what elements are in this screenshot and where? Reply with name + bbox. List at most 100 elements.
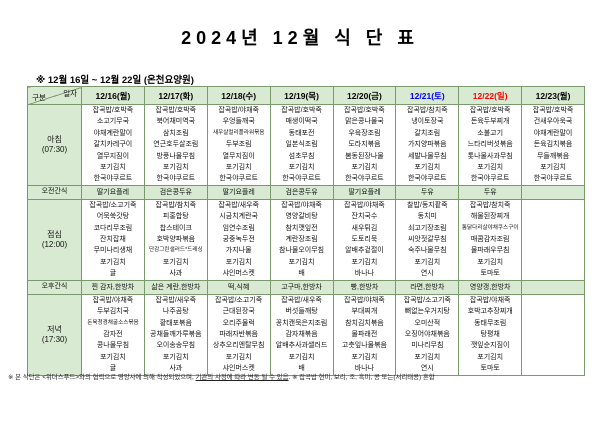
menu-item: 오리주물럭: [222, 319, 255, 327]
menu-item: 잡곡밥/호박죽: [344, 107, 385, 114]
menu-item: 잡곡밥/호박죽: [92, 107, 134, 114]
meal-cell: 잡곡밥/호박죽 소고기무국 야채계란말이 갈치카레구이 열무지짐이 포기김치 한국야쿠르트: [81, 104, 145, 186]
menu-item: 매콤감자조림: [470, 235, 510, 243]
menu-item: 포기김치: [414, 163, 441, 171]
date-header-row: 일자 구분 12/16(월) 12/17(화) 12/18(수) 12/19(목) 12…: [27, 86, 585, 105]
menu-item: 잡곡밥/호박죽: [155, 107, 197, 114]
menu-item: 찹스테이크: [159, 224, 192, 232]
menu-item: 갈치카레구이: [93, 141, 133, 149]
menu-item: 한국야쿠르트: [533, 175, 573, 183]
meal-cell: 잡곡밥/새우죽 버섯들깨탕 꽁치캔묵은지조림 감자채볶음 알배추사과샐러드 포기김치 배: [269, 293, 334, 376]
menu-item: 연시: [420, 270, 434, 278]
menu-item: 바나나: [354, 365, 375, 373]
meal-plan-table: 일자 구분 12/16(월) 12/17(화) 12/18(수) 12/19(목) 12…: [27, 86, 585, 376]
footer-note: ※ 본 식단은 <위더스푸드>와의 협력으로 영양사에 의해 작성되었으며, 기…: [8, 372, 598, 381]
date-header-cell: 12/23(월): [521, 86, 585, 105]
menu-item: 잡곡밥/야채죽: [344, 201, 385, 209]
menu-item: 파래자반볶음: [219, 330, 258, 338]
menu-item: 알배추사과샐러드: [275, 342, 328, 350]
menu-item: 꽁치캔묵은지조림: [275, 319, 328, 327]
menu-item: 잡곡밥/새우죽: [218, 201, 259, 209]
menu-item: 씨앗젓갈무침: [407, 235, 447, 243]
meal-cell: 잡곡밥/호박죽 건새우아욱국 야채계란말이 돈육김치볶음 무들깨볶음 포기김치 한국야쿠르트: [521, 104, 585, 186]
snack-cell: 영양갱,한방차: [458, 279, 523, 295]
menu-item: 포기김치: [100, 353, 126, 361]
menu-item: 숙주나물무침: [407, 247, 447, 255]
snack-cell: 두유: [458, 184, 523, 200]
menu-item: 포기김치: [477, 163, 504, 171]
menu-item: 황태포볶음: [159, 319, 192, 327]
meal-cell: 잡곡밥/호박죽 북어채미역국 삼치조림 연근호두살조림 방풍나물무침 포기김치 한국야쿠르트: [143, 104, 208, 186]
menu-item: 냉이토장국: [411, 118, 444, 126]
menu-item: 귤: [109, 365, 117, 373]
menu-item: 동태무조림: [474, 319, 507, 327]
menu-item: 샤인머스켓: [222, 365, 255, 373]
footer-text-underlined: 기관의 사정에 따라 변동 될 수 있음: [195, 374, 289, 381]
meal-cell: 잡곡밥/호박죽 매생이떡국 동태포전 일본식조림 섬초무침 포기김치 한국야쿠르트: [269, 104, 334, 186]
menu-item: 근대된장국: [222, 308, 255, 316]
menu-item: 포기김치: [225, 163, 252, 171]
menu-item: 잡곡밥/새우죽: [281, 296, 322, 304]
snack-cell: 라면,한방차: [395, 279, 460, 295]
meal-cell: 잡곡밥/소고기죽 어묵쑥갓탕 코다리무조림 잔치잡채 무미나리생채 포기김치 귤: [81, 198, 145, 281]
snack-cell: 딸기요플레: [206, 184, 271, 200]
menu-item: 포기김치: [225, 258, 252, 266]
menu-item: 오징어야채볶음: [404, 330, 450, 338]
menu-item: 잡곡밥/참치죽: [469, 201, 511, 209]
menu-item: 상추오리엔탈무침: [212, 342, 265, 350]
corner-label-category: 구분: [32, 93, 46, 102]
date-header-cell: 12/20(금): [332, 86, 397, 105]
menu-item: 부대찌개: [351, 308, 378, 316]
menu-item: 잡곡밥/새우죽: [155, 296, 197, 304]
meal-row: 저녁 (17:30) 잡곡밥/야채죽 두부김치국 돈육청경채굴소스볶음 감자전 콩나물무침 포…: [27, 293, 585, 376]
meal-cell: 잡곡밥/소고기죽 뼈없는우거지탕 오미산적 오징어야채볶음 미나리무침 포기김치 연시: [395, 293, 460, 376]
menu-item: 두부조림: [225, 141, 252, 149]
meal-cell: 잡곡밥/참치죽 피홍합탕 찹스테이크 호박양파볶음 단감그린샐러드*드레싱 포기김치 사과: [143, 198, 208, 281]
menu-item: 한국야쿠르트: [470, 175, 510, 183]
meal-cell: 잡곡밥/호박죽 맑은콩나물국 우육장조림 도라지볶음 봄동된장나물 포기김치 한국야쿠르트: [332, 104, 397, 186]
menu-item: 한국야쿠르트: [282, 175, 321, 183]
menu-item: 오미산적: [414, 319, 441, 327]
corner-label-date: 일자: [63, 89, 77, 98]
menu-item: 한국야쿠르트: [156, 175, 196, 183]
menu-item: 동치미: [417, 213, 437, 221]
menu-item: 열무지짐이: [96, 152, 130, 160]
snack-cell: 두유: [395, 184, 460, 200]
menu-item: 우육장조림: [348, 129, 381, 137]
menu-item: 톳나물사과무침: [467, 152, 513, 160]
menu-item: 배: [298, 270, 305, 278]
menu-item: 감자전: [103, 330, 123, 338]
date-header-cell: 12/16(월): [81, 86, 145, 105]
menu-item: 궁중녹두전: [222, 235, 255, 243]
menu-item: 임연수조림: [222, 224, 255, 232]
snack-cell: 고구마,한방차: [269, 279, 334, 295]
menu-item: 잡곡밥/참치죽: [407, 107, 448, 114]
menu-item: 귤: [109, 270, 117, 278]
menu-item: 콩나물무침: [96, 342, 130, 350]
meal-cell: 잡곡밥/야채죽 영양갈비탕 참치깻잎전 계란장조림 참나물오이무침 포기김치 배: [269, 198, 334, 281]
menu-item: 돈육청경채굴소스볶음: [87, 319, 139, 326]
menu-item: 포기김치: [225, 353, 252, 361]
menu-item: 바나나: [354, 270, 375, 278]
row-label: 저녁 (17:30): [27, 293, 82, 376]
menu-item: 포기김치: [477, 258, 504, 266]
menu-item: 포기김치: [351, 258, 378, 266]
snack-cell: 찐 감자,한방차: [81, 279, 145, 295]
menu-item: 느타리버섯볶음: [467, 141, 513, 149]
menu-item: 방풍나물무침: [156, 152, 196, 160]
date-header-cell: 12/17(화): [143, 86, 208, 105]
menu-item: 포기김치: [288, 163, 315, 171]
menu-item: 영양갈비탕: [285, 213, 318, 221]
menu-item: 미나리무침: [411, 342, 444, 350]
snack-cell: 삶은 계란,한방차: [143, 279, 208, 295]
menu-item: 피홍합탕: [162, 213, 189, 221]
menu-item: 연근호두살조림: [153, 141, 199, 149]
menu-item: 포기김치: [351, 353, 378, 361]
menu-item: 잡곡밥/야채죽: [92, 296, 134, 304]
snack-cell: 검은콩두유: [143, 184, 208, 200]
snack-cell: 딸기요플레: [332, 184, 397, 200]
date-header-cell: 12/22(일): [458, 86, 523, 105]
menu-item: 참나물오이무침: [279, 247, 325, 255]
menu-item: 쇠고기장조림: [407, 224, 447, 232]
